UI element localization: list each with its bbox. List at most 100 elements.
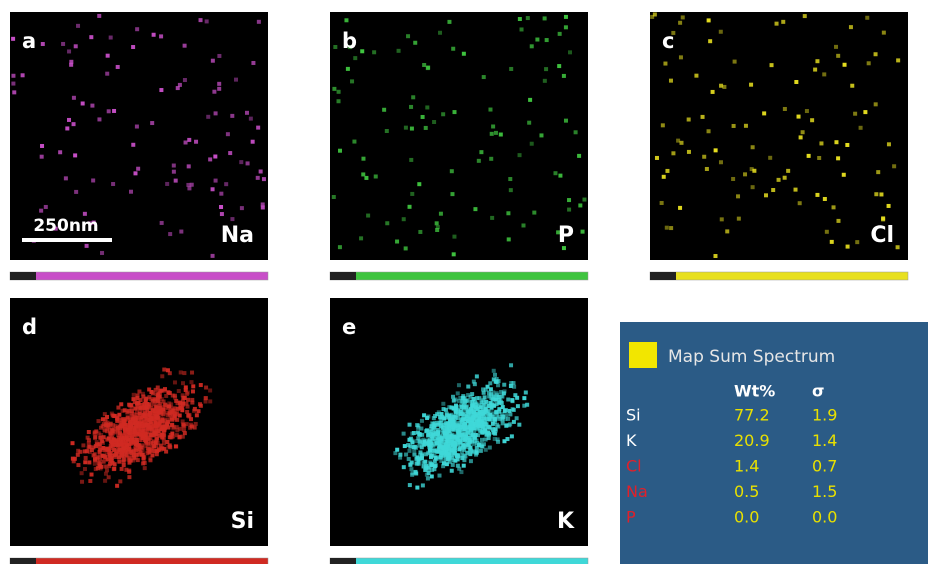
map-panel: aNa250nm	[10, 12, 268, 280]
element-dot	[135, 396, 139, 400]
element-dot	[366, 214, 370, 218]
element-dot	[148, 447, 152, 451]
element-dot	[892, 164, 896, 168]
element-dot	[410, 127, 414, 131]
element-dot	[475, 450, 479, 454]
element-dot	[173, 380, 177, 384]
element-dot	[402, 217, 406, 221]
element-dot	[228, 151, 232, 155]
element-dot	[445, 412, 449, 416]
element-dot	[451, 463, 455, 467]
element-dot	[120, 435, 124, 439]
element-dot	[76, 453, 80, 457]
element-dot	[92, 453, 96, 457]
element-dot	[382, 108, 386, 112]
element-dot	[477, 159, 481, 163]
element-dot	[432, 120, 436, 124]
element-dot	[332, 87, 336, 91]
element-dot	[719, 30, 723, 34]
row-label: Cl	[626, 457, 642, 476]
element-dot	[120, 467, 124, 471]
element-dot	[58, 150, 62, 154]
element-dot	[544, 67, 548, 71]
element-dot	[413, 41, 417, 45]
table-title: Map Sum Spectrum	[668, 347, 835, 367]
element-dot	[469, 423, 473, 427]
element-dot	[798, 201, 802, 205]
cell-value: 77.2	[734, 406, 770, 425]
element-label: Si	[231, 509, 254, 534]
element-dot	[707, 129, 711, 133]
element-dot	[72, 122, 76, 126]
element-dot	[452, 435, 456, 439]
element-dot	[431, 433, 435, 437]
element-dot	[109, 36, 113, 40]
element-dot	[671, 151, 675, 155]
element-dot	[110, 454, 114, 458]
element-dot	[425, 428, 429, 432]
element-dot	[205, 19, 209, 23]
element-dot	[410, 192, 414, 196]
element-dot	[786, 169, 790, 173]
element-dot	[517, 423, 521, 427]
element-dot	[472, 380, 476, 384]
element-dot	[719, 160, 723, 164]
element-dot	[751, 145, 755, 149]
cell-value: 0.0	[734, 508, 759, 527]
element-dot	[433, 448, 437, 452]
element-dot	[105, 438, 109, 442]
element-dot	[477, 419, 481, 423]
element-dot	[478, 429, 482, 433]
element-dot	[181, 419, 185, 423]
element-dot	[521, 223, 525, 227]
element-dot	[141, 392, 145, 396]
element-dot	[874, 102, 878, 106]
element-dot	[185, 410, 189, 414]
element-dot	[204, 386, 208, 390]
element-dot	[100, 251, 104, 255]
element-dot	[212, 90, 216, 94]
element-dot	[122, 452, 126, 456]
colorbar-low	[10, 272, 36, 280]
element-dot	[825, 230, 829, 234]
element-dot	[184, 388, 188, 392]
element-dot	[107, 475, 111, 479]
element-dot	[259, 169, 263, 173]
element-dot	[743, 172, 747, 176]
element-dot	[822, 72, 826, 76]
element-dot	[510, 434, 514, 438]
element-dot	[456, 454, 460, 458]
element-dot	[385, 221, 389, 225]
element-dot	[211, 187, 215, 191]
element-dot	[107, 109, 111, 113]
element-dot	[404, 453, 408, 457]
element-dot	[545, 38, 549, 42]
element-dot	[151, 391, 155, 395]
element-dot	[178, 83, 182, 87]
element-dot	[418, 230, 422, 234]
element-dot	[162, 447, 166, 451]
element-dot	[678, 21, 682, 25]
colorbar-low	[10, 558, 36, 564]
element-dot	[93, 432, 97, 436]
element-dot	[417, 182, 421, 186]
element-dot	[408, 463, 412, 467]
element-dot	[865, 16, 869, 20]
element-dot	[361, 172, 365, 176]
element-dot	[708, 39, 712, 43]
element-dot	[122, 419, 126, 423]
element-dot	[731, 177, 735, 181]
colorbar-low	[330, 558, 356, 564]
element-dot	[406, 34, 410, 38]
element-dot	[480, 407, 484, 411]
element-dot	[87, 430, 91, 434]
element-dot	[501, 421, 505, 425]
element-dot	[415, 486, 419, 490]
element-dot	[475, 374, 479, 378]
element-dot	[522, 404, 526, 408]
element-dot	[492, 369, 496, 373]
element-dot	[491, 390, 495, 394]
element-dot	[119, 402, 123, 406]
element-dot	[102, 460, 106, 464]
element-dot	[90, 104, 94, 108]
